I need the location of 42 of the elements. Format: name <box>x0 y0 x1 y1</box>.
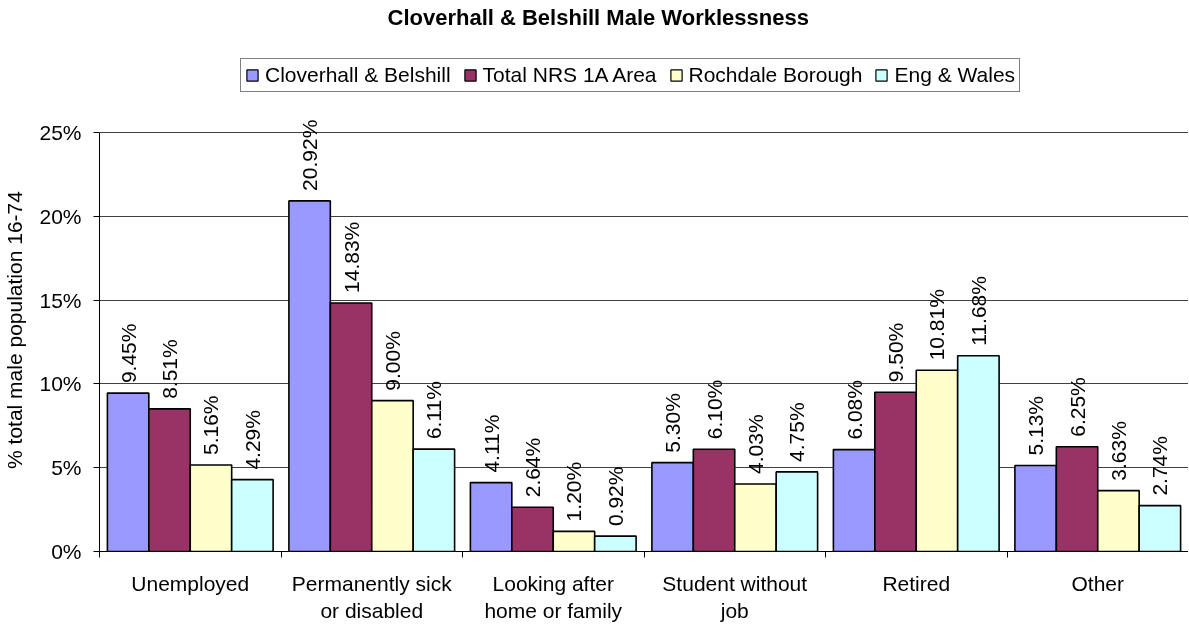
data-label: 2.64% <box>521 437 545 498</box>
y-tick-label: 5% <box>51 456 82 480</box>
data-label: 6.25% <box>1065 377 1089 437</box>
data-label: 10.81% <box>925 289 949 361</box>
y-tick-label: 25% <box>39 121 82 144</box>
x-tick-label: Retired <box>882 571 951 595</box>
data-label: 6.10% <box>702 379 726 440</box>
data-label: 9.50% <box>884 322 908 383</box>
legend-label: Cloverhall & Belshill <box>265 63 451 87</box>
data-label: 6.08% <box>842 380 866 440</box>
x-tick-label: Other <box>1071 571 1125 595</box>
y-tick-label: 15% <box>39 288 82 312</box>
data-label: 3.63% <box>1106 421 1130 481</box>
data-label: 4.29% <box>240 410 264 470</box>
data-label: 2.74% <box>1148 436 1172 496</box>
y-axis-title: % total male population 16-74 <box>3 190 27 469</box>
x-tick-label: Permanently sick or disabled <box>291 571 453 623</box>
y-tick-label: 20% <box>39 204 82 228</box>
data-label: 4.03% <box>743 414 767 474</box>
data-label: 5.30% <box>661 393 685 453</box>
data-label: 14.83% <box>339 221 363 293</box>
x-tick-label: Unemployed <box>131 571 250 595</box>
data-label: 9.45% <box>116 323 140 384</box>
legend-label: Rochdale Borough <box>688 63 863 87</box>
y-tick-label: 0% <box>51 540 82 563</box>
chart-title: Cloverhall & Belshill Male Worklessness <box>387 4 809 30</box>
data-label: 5.13% <box>1024 395 1048 456</box>
data-label: 11.68% <box>966 276 990 346</box>
y-tick-label: 10% <box>39 372 82 396</box>
data-label: 20.92% <box>298 119 322 191</box>
data-label: 4.11% <box>479 414 503 473</box>
data-label: 8.51% <box>158 339 182 399</box>
data-label: 5.16% <box>199 395 223 456</box>
x-tick-label: Looking after home or family <box>484 571 623 623</box>
data-label: 4.75% <box>785 402 809 462</box>
data-label: 6.11% <box>422 381 446 440</box>
data-label: 0.92% <box>603 466 627 527</box>
legend-label: Total NRS 1A Area <box>482 63 657 87</box>
legend-label: Eng & Wales <box>894 63 1016 87</box>
data-label: 1.20% <box>562 461 586 522</box>
data-label: 9.00% <box>380 331 404 391</box>
x-tick-label: Student without job <box>662 571 808 623</box>
